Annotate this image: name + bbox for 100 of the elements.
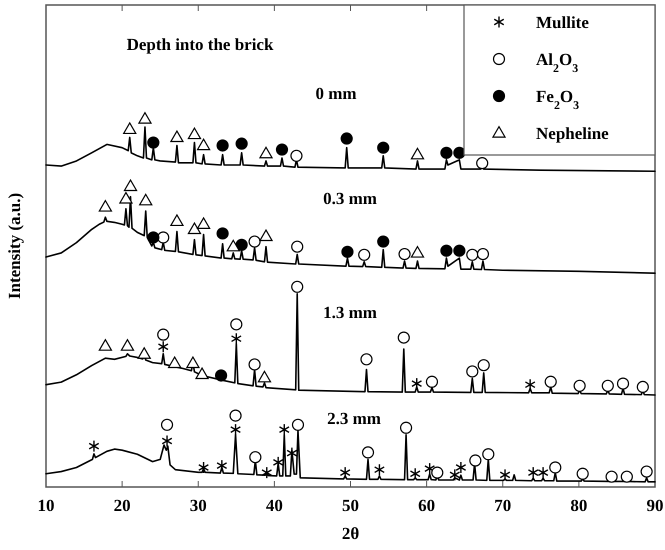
point — [424, 462, 436, 475]
point — [214, 369, 228, 382]
point — [168, 356, 182, 368]
point — [261, 466, 272, 479]
point — [226, 240, 240, 252]
x-tick-label: 60 — [418, 496, 436, 515]
legend-label: Nepheline — [536, 124, 610, 143]
point — [431, 466, 444, 479]
annotation: 2.3 mm — [327, 409, 381, 428]
legend-label: Al$_{2}$O$_{3}$ — [536, 50, 578, 75]
point — [362, 446, 374, 459]
annotation: 0.3 mm — [323, 189, 377, 208]
x-tick-label: 40 — [266, 496, 283, 515]
point — [606, 470, 618, 483]
point — [410, 148, 424, 160]
point — [426, 376, 438, 388]
point — [453, 244, 466, 257]
point — [157, 328, 170, 341]
point — [138, 112, 152, 124]
point — [538, 466, 549, 479]
point — [476, 248, 490, 260]
point — [236, 138, 248, 150]
point — [576, 468, 589, 480]
point — [410, 246, 424, 258]
x-tick-label: 30 — [190, 496, 207, 515]
point — [188, 222, 202, 234]
point — [160, 418, 174, 431]
point — [248, 235, 261, 248]
point — [549, 461, 562, 474]
point — [123, 122, 136, 134]
point — [119, 192, 133, 204]
point — [602, 380, 614, 392]
point — [616, 377, 630, 390]
annotation: 1.3 mm — [323, 303, 377, 322]
point — [259, 229, 273, 242]
point — [291, 280, 304, 293]
point — [374, 464, 385, 476]
x-tick-label: 80 — [570, 496, 588, 515]
point — [640, 465, 653, 478]
point — [440, 146, 453, 159]
point — [278, 423, 290, 436]
x-tick-label: 10 — [38, 496, 54, 515]
point — [482, 448, 494, 460]
point — [377, 142, 390, 154]
y-axis-title: Intensity (a.u.) — [5, 192, 24, 300]
point — [500, 468, 510, 482]
point — [188, 128, 202, 140]
point — [157, 231, 170, 244]
point — [466, 248, 478, 261]
point — [147, 136, 160, 149]
point — [98, 200, 112, 212]
point — [290, 150, 303, 162]
point — [196, 217, 210, 229]
x-tick-label: 90 — [646, 496, 664, 515]
point — [440, 244, 453, 257]
point — [259, 146, 273, 158]
point — [478, 359, 490, 372]
point — [198, 461, 210, 474]
legend-label: Mullite — [536, 13, 590, 32]
point — [528, 466, 539, 479]
legend-label: Fe$_{2}$O$_{3}$ — [536, 87, 580, 112]
point — [195, 367, 209, 380]
point — [147, 231, 160, 244]
point — [162, 434, 172, 448]
point — [230, 318, 242, 330]
point — [229, 410, 242, 422]
point — [139, 194, 152, 206]
point — [120, 339, 134, 351]
point — [230, 332, 242, 345]
point — [124, 179, 138, 192]
text: 0 mm — [315, 84, 357, 103]
point — [544, 376, 557, 388]
point — [466, 365, 478, 378]
point — [98, 339, 112, 351]
point — [620, 470, 633, 483]
x-tick-label: 70 — [494, 496, 512, 515]
point — [291, 240, 304, 253]
point — [453, 146, 466, 159]
point — [341, 246, 354, 258]
point — [158, 340, 169, 353]
point — [170, 130, 184, 142]
point — [216, 139, 229, 152]
point — [230, 423, 242, 436]
point — [196, 138, 210, 150]
x-tick-label: 20 — [114, 496, 131, 515]
point — [276, 143, 288, 156]
point — [186, 356, 200, 368]
point — [476, 157, 488, 170]
point — [469, 454, 482, 467]
point — [340, 466, 351, 479]
point — [248, 358, 261, 371]
point — [574, 380, 586, 392]
x-axis-title: 2θ — [342, 524, 360, 543]
point — [292, 418, 304, 431]
chart-title: Depth into the brick — [126, 35, 274, 54]
point — [138, 347, 151, 359]
point — [216, 227, 229, 240]
point — [636, 380, 649, 394]
point — [216, 459, 228, 472]
point — [258, 370, 272, 382]
